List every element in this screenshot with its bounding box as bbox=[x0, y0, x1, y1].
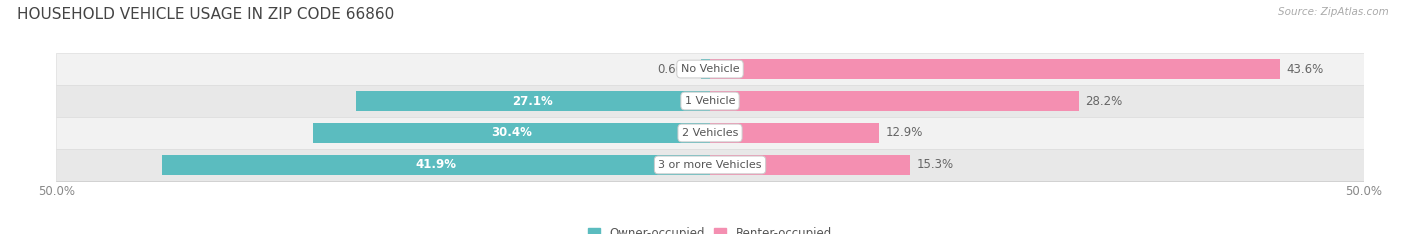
Text: HOUSEHOLD VEHICLE USAGE IN ZIP CODE 66860: HOUSEHOLD VEHICLE USAGE IN ZIP CODE 6686… bbox=[17, 7, 394, 22]
Bar bbox=[710, 123, 879, 143]
Text: 15.3%: 15.3% bbox=[917, 158, 953, 172]
Text: 41.9%: 41.9% bbox=[416, 158, 457, 172]
Bar bbox=[56, 149, 1364, 181]
Text: 28.2%: 28.2% bbox=[1085, 95, 1122, 107]
Bar bbox=[710, 91, 1078, 111]
Bar bbox=[710, 155, 910, 175]
Bar bbox=[56, 53, 1364, 85]
Bar bbox=[710, 59, 1279, 79]
Bar bbox=[56, 85, 1364, 117]
Text: 0.66%: 0.66% bbox=[658, 62, 695, 76]
Text: 1 Vehicle: 1 Vehicle bbox=[685, 96, 735, 106]
Text: Source: ZipAtlas.com: Source: ZipAtlas.com bbox=[1278, 7, 1389, 17]
Bar bbox=[356, 91, 710, 111]
Text: 27.1%: 27.1% bbox=[512, 95, 553, 107]
Legend: Owner-occupied, Renter-occupied: Owner-occupied, Renter-occupied bbox=[583, 222, 837, 234]
Text: 2 Vehicles: 2 Vehicles bbox=[682, 128, 738, 138]
Text: 43.6%: 43.6% bbox=[1286, 62, 1324, 76]
Text: 12.9%: 12.9% bbox=[886, 127, 922, 139]
Text: 3 or more Vehicles: 3 or more Vehicles bbox=[658, 160, 762, 170]
Bar bbox=[162, 155, 710, 175]
Bar bbox=[702, 59, 710, 79]
Bar bbox=[312, 123, 710, 143]
Bar bbox=[56, 117, 1364, 149]
Text: 30.4%: 30.4% bbox=[491, 127, 531, 139]
Text: No Vehicle: No Vehicle bbox=[681, 64, 740, 74]
